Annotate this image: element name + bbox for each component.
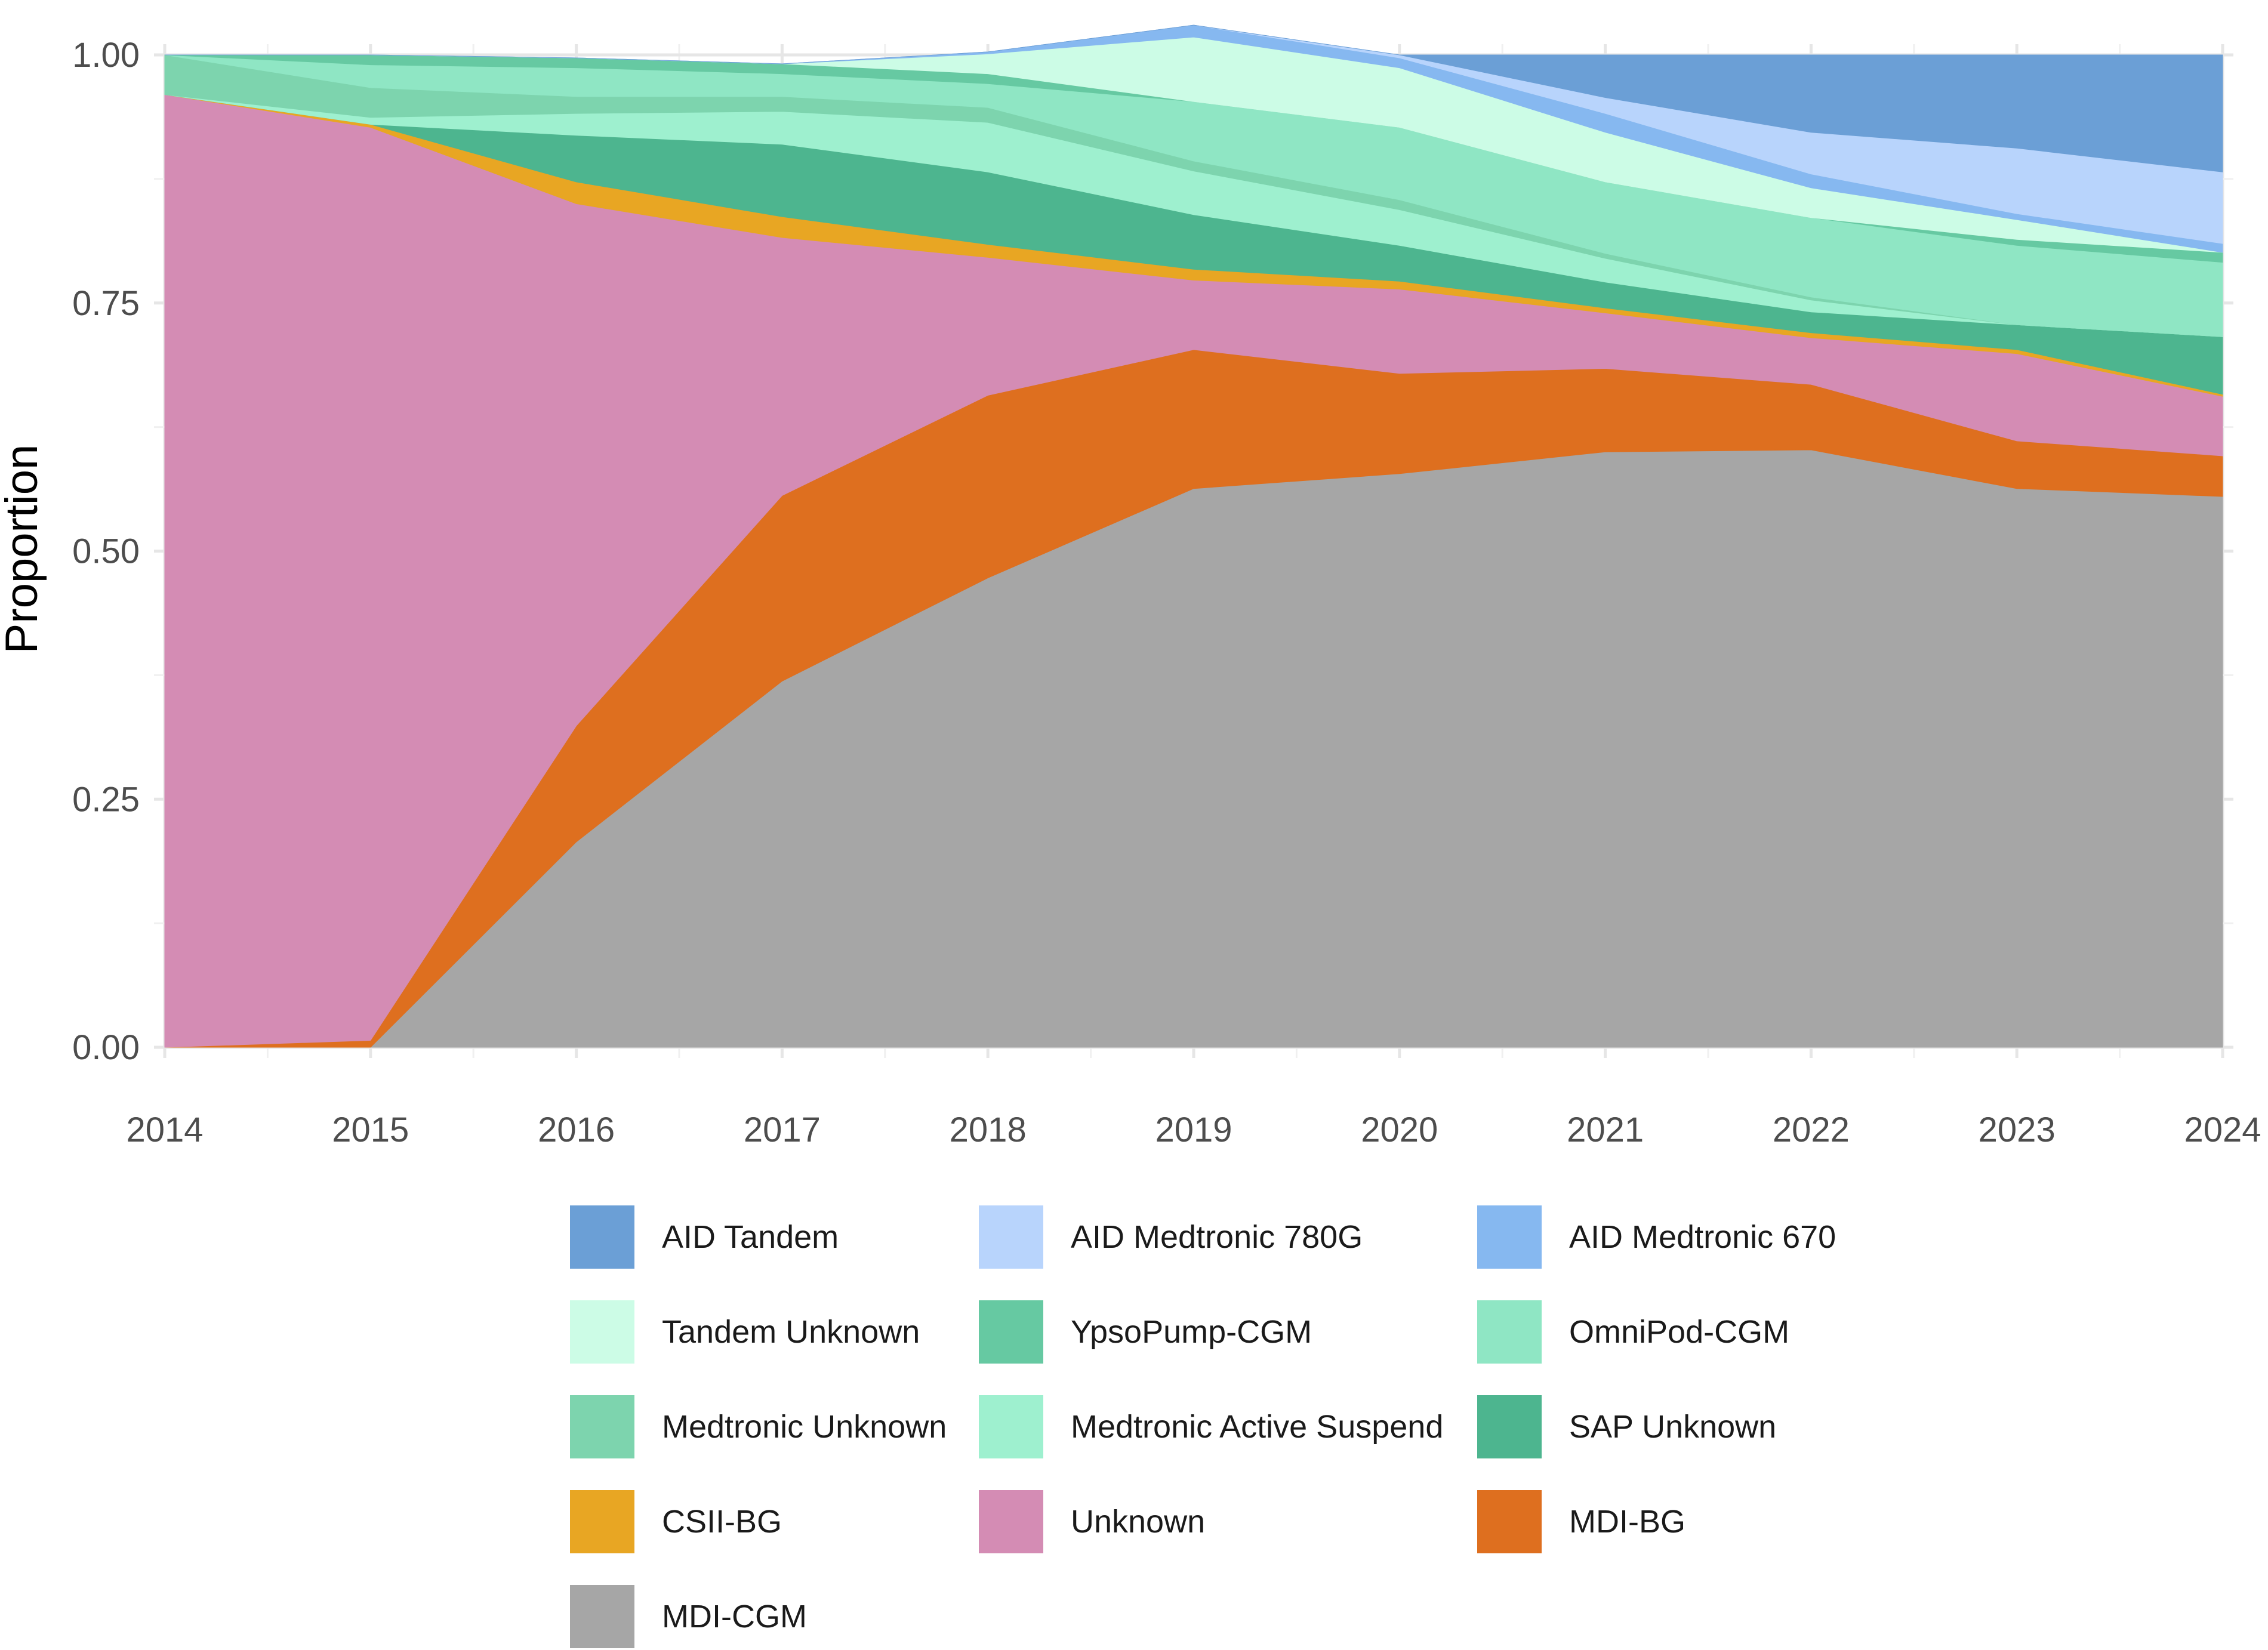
legend-item: Medtronic Unknown <box>570 1395 947 1458</box>
legend-swatch <box>979 1395 1043 1458</box>
x-tick-label: 2015 <box>332 1111 409 1149</box>
legend-item: OmniPod-CGM <box>1477 1300 1789 1364</box>
legend-item: Medtronic Active Suspend <box>979 1395 1443 1458</box>
legend-label: AID Tandem <box>662 1219 839 1255</box>
legend-item: MDI-CGM <box>570 1585 807 1648</box>
y-axis-ticks: 0.00 0.25 0.50 0.75 1.00 <box>72 36 140 1067</box>
legend-swatch <box>979 1205 1043 1269</box>
legend-swatch <box>570 1395 634 1458</box>
x-tick-label: 2023 <box>1979 1111 2056 1149</box>
legend-label: AID Medtronic 670 <box>1569 1219 1836 1255</box>
y-tick-label: 0.75 <box>72 284 140 323</box>
legend-item: Unknown <box>979 1490 1205 1553</box>
legend-swatch <box>1477 1490 1542 1553</box>
legend-label: AID Medtronic 780G <box>1071 1219 1363 1255</box>
legend-label: MDI-BG <box>1569 1504 1685 1540</box>
area-aid-tandem <box>165 24 2223 172</box>
legend-swatch <box>1477 1300 1542 1364</box>
legend-label: CSII-BG <box>662 1504 782 1540</box>
legend-swatch <box>570 1300 634 1364</box>
legend-swatch <box>570 1585 634 1648</box>
legend-item: AID Medtronic 780G <box>979 1205 1363 1269</box>
legend-item: AID Medtronic 670 <box>1477 1205 1836 1269</box>
legend-swatch <box>570 1490 634 1553</box>
y-tick-label: 0.00 <box>72 1028 140 1067</box>
legend-item: SAP Unknown <box>1477 1395 1776 1458</box>
legend-item: AID Tandem <box>570 1205 839 1269</box>
y-tick-label: 0.50 <box>72 532 140 571</box>
x-tick-label: 2017 <box>744 1111 821 1149</box>
legend-swatch <box>979 1300 1043 1364</box>
legend-item: MDI-BG <box>1477 1490 1685 1553</box>
x-tick-label: 2024 <box>2184 1111 2261 1149</box>
legend-label: SAP Unknown <box>1569 1409 1777 1445</box>
x-tick-label: 2018 <box>950 1111 1027 1149</box>
legend-label: YpsoPump-CGM <box>1071 1314 1312 1350</box>
legend-label: MDI-CGM <box>662 1599 807 1634</box>
legend-swatch <box>979 1490 1043 1553</box>
x-axis-ticks: 2014 2015 2016 2017 2018 2019 2020 2021 2022 2023… <box>126 1111 2261 1149</box>
legend-item: CSII-BG <box>570 1490 782 1553</box>
x-tick-label: 2019 <box>1155 1111 1232 1149</box>
legend-label: Medtronic Unknown <box>662 1409 947 1445</box>
legend-label: Unknown <box>1071 1504 1206 1540</box>
y-axis-title: Proportion <box>0 445 47 654</box>
legend-item: YpsoPump-CGM <box>979 1300 1312 1364</box>
legend-label: OmniPod-CGM <box>1569 1314 1790 1350</box>
legend-label: Medtronic Active Suspend <box>1071 1409 1444 1445</box>
legend-item: Tandem Unknown <box>570 1300 920 1364</box>
legend-swatch <box>570 1205 634 1269</box>
area-series <box>164 24 2223 1048</box>
x-tick-label: 2016 <box>538 1111 615 1149</box>
x-tick-label: 2014 <box>126 1111 203 1149</box>
x-tick-label: 2020 <box>1361 1111 1438 1149</box>
legend-swatch <box>1477 1395 1542 1458</box>
legend: AID Tandem AID Medtronic 780G AID Medtroni… <box>570 1205 1943 1650</box>
legend-label: Tandem Unknown <box>662 1314 920 1350</box>
y-tick-label: 1.00 <box>72 36 140 75</box>
legend-swatch <box>1477 1205 1542 1269</box>
x-tick-label: 2022 <box>1773 1111 1850 1149</box>
x-tick-label: 2021 <box>1567 1111 1644 1149</box>
y-tick-label: 0.25 <box>72 780 140 819</box>
